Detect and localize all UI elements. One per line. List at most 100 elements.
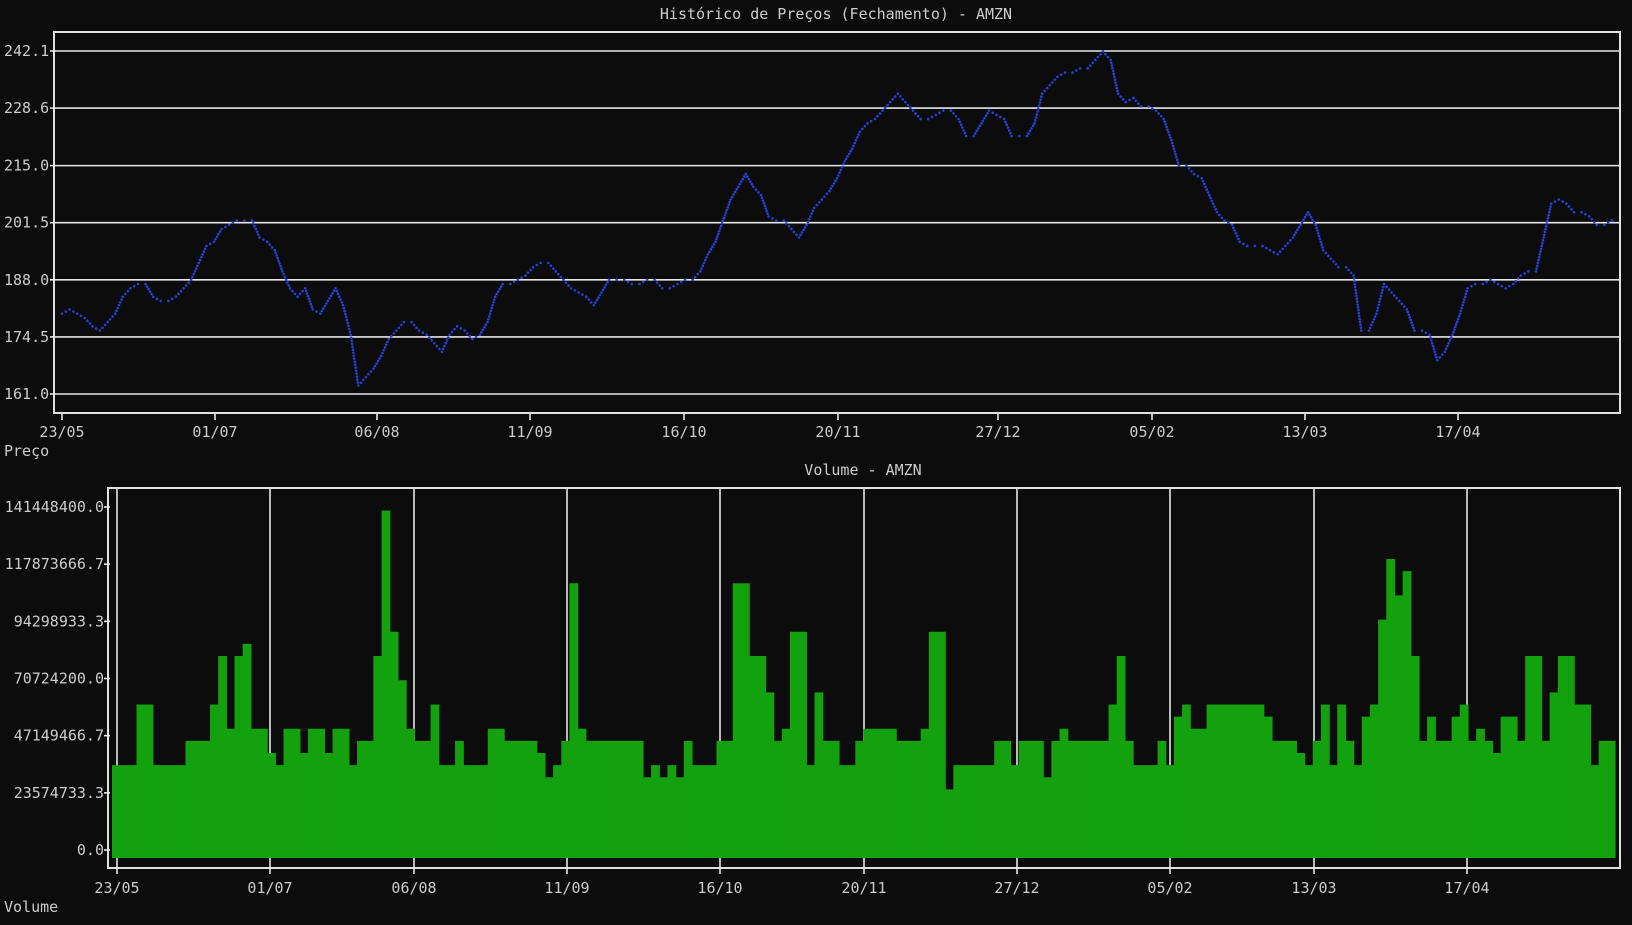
volume-bar: [1190, 728, 1200, 858]
price-point: [508, 282, 512, 286]
price-point: [733, 190, 737, 194]
price-point: [806, 220, 810, 224]
price-point: [1174, 153, 1177, 156]
volume-bar: [1484, 740, 1494, 858]
volume-bar: [1043, 777, 1052, 858]
price-point: [1428, 333, 1431, 337]
price-point: [159, 299, 163, 303]
price-point: [283, 275, 287, 279]
volume-bar: [332, 728, 342, 858]
price-point: [888, 100, 892, 104]
price-point: [606, 281, 609, 284]
price-point: [118, 301, 122, 304]
price-point: [724, 211, 728, 214]
price-point: [174, 295, 178, 299]
volume-bar: [112, 765, 121, 858]
price-y-tick-label: 188.0: [4, 271, 49, 289]
price-point: [725, 208, 729, 212]
price-point: [197, 261, 201, 265]
price-point: [723, 214, 727, 217]
price-point: [590, 301, 593, 304]
price-point: [144, 282, 147, 286]
price-point: [1039, 98, 1042, 101]
price-point: [262, 238, 265, 241]
price-point: [1177, 164, 1181, 167]
price-gridlines: [56, 50, 1619, 395]
volume-bar: [381, 510, 391, 858]
price-point: [1368, 326, 1372, 330]
price-point: [339, 298, 342, 301]
price-point: [1504, 286, 1507, 290]
price-point: [215, 235, 219, 238]
price-point: [60, 312, 64, 315]
price-point: [1237, 237, 1240, 241]
price-point: [1448, 339, 1452, 342]
price-point: [1411, 323, 1414, 327]
price-point: [1432, 347, 1436, 351]
volume-bar: [1598, 740, 1608, 858]
price-point: [653, 278, 656, 282]
price-point: [1334, 263, 1338, 266]
volume-bar: [1451, 716, 1461, 858]
price-point: [708, 250, 711, 254]
price-point: [1166, 128, 1169, 131]
volume-bar: [430, 704, 440, 858]
price-point: [155, 297, 159, 301]
price-point: [963, 131, 967, 135]
price-point: [1500, 284, 1504, 288]
price-point: [762, 201, 766, 205]
volume-x-tick-label: 01/07: [247, 879, 292, 897]
price-point: [595, 298, 599, 302]
price-point: [340, 301, 344, 304]
volume-bar: [528, 740, 538, 858]
price-point: [926, 117, 930, 121]
volume-bar: [1443, 740, 1453, 858]
price-point: [835, 177, 839, 180]
price-point: [1405, 308, 1409, 311]
price-point: [1114, 83, 1118, 87]
volume-bar: [1353, 765, 1363, 858]
volume-bar: [1533, 656, 1543, 858]
price-point: [1116, 89, 1119, 93]
price-point: [1541, 241, 1544, 245]
volume-bar: [740, 583, 750, 858]
price-x-tick-label: 16/10: [661, 423, 706, 441]
price-point: [412, 323, 416, 327]
price-point: [975, 129, 979, 133]
price-point: [598, 293, 602, 297]
price-point: [581, 293, 584, 296]
price-point: [1091, 61, 1095, 65]
price-point: [170, 297, 174, 301]
price-point: [1357, 314, 1361, 318]
volume-bar: [1500, 716, 1510, 858]
price-point: [1316, 231, 1320, 235]
volume-bar: [1296, 753, 1306, 858]
price-point: [914, 112, 917, 115]
price-point: [121, 295, 125, 299]
volume-bar: [544, 777, 554, 858]
volume-bar: [536, 753, 546, 858]
price-point: [567, 284, 570, 287]
volume-bar: [291, 728, 301, 858]
price-y-tick-label: 228.6: [4, 99, 49, 117]
price-point: [353, 360, 357, 363]
price-point: [1253, 244, 1257, 248]
price-point: [1159, 114, 1163, 118]
price-point: [151, 295, 155, 299]
price-point: [1610, 219, 1614, 222]
price-point: [573, 289, 577, 292]
price-point: [1030, 127, 1033, 130]
price-point: [1545, 222, 1549, 225]
price-point: [805, 223, 808, 227]
volume-bar: [830, 740, 840, 858]
price-point: [338, 295, 341, 299]
price-point: [284, 278, 288, 282]
price-point: [771, 217, 774, 220]
price-point: [807, 217, 811, 221]
price-point: [973, 132, 977, 135]
price-point: [167, 299, 170, 303]
price-point: [1543, 230, 1547, 234]
price-point: [177, 292, 180, 296]
price-point: [1443, 350, 1447, 354]
price-point: [421, 331, 425, 334]
